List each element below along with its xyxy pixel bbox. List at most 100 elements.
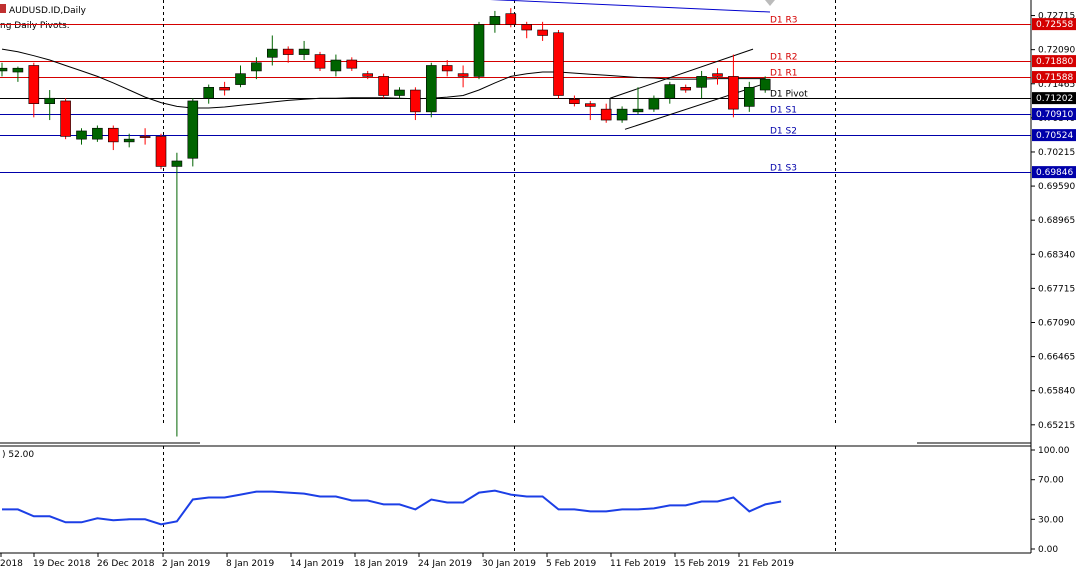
candle-body-16 bbox=[251, 62, 262, 72]
pivot-tag-label-0: 0.72558 bbox=[1036, 20, 1073, 30]
candle-body-13 bbox=[203, 87, 214, 99]
oscillator-panel: 100.00 70.00 30.00 0.00 bbox=[2, 446, 1070, 555]
candle-body-20 bbox=[314, 54, 326, 69]
osc-tick-label-3: 0.00 bbox=[1038, 545, 1058, 555]
candle-body-10 bbox=[155, 136, 167, 167]
candle-body-4 bbox=[60, 100, 71, 137]
date-label-5: 14 Jan 2019 bbox=[290, 559, 344, 569]
candle-body-43 bbox=[680, 87, 692, 91]
price-tick-label-11: 0.65840 bbox=[1038, 387, 1075, 397]
pivot-label-4: D1 S1 bbox=[770, 106, 797, 116]
date-separators bbox=[163, 0, 836, 553]
candle-body-32 bbox=[505, 13, 517, 25]
date-label-8: 30 Jan 2019 bbox=[482, 559, 536, 569]
candle-body-45 bbox=[712, 73, 723, 77]
candle-body-11 bbox=[171, 160, 183, 167]
candle-body-29 bbox=[457, 73, 469, 77]
candle-body-37 bbox=[584, 103, 596, 107]
candle-body-3 bbox=[44, 97, 56, 104]
candle-body-46 bbox=[728, 76, 739, 110]
pivot-label-5: D1 S2 bbox=[770, 127, 797, 137]
price-tick-label-8: 0.67715 bbox=[1038, 284, 1075, 294]
indicator-name: ng Daily Pivots. bbox=[0, 21, 70, 31]
price-tick-label-10: 0.66465 bbox=[1038, 353, 1075, 363]
candle-body-33 bbox=[521, 24, 533, 31]
pivot-tag-label-5: 0.70524 bbox=[1036, 131, 1073, 141]
date-label-1: 19 Dec 2018 bbox=[33, 559, 91, 569]
candle-body-17 bbox=[266, 48, 278, 58]
downtrend-line bbox=[490, 0, 771, 13]
candle-body-6 bbox=[92, 127, 103, 140]
price-tick-label-2: 0.71465 bbox=[1038, 80, 1075, 90]
candle-body-24 bbox=[378, 76, 389, 96]
pivot-label-0: D1 R3 bbox=[770, 16, 798, 26]
date-axis: 2018 19 Dec 2018 26 Dec 2018 2 Jan 2019 8 Ja… bbox=[0, 553, 794, 569]
candle-body-30 bbox=[473, 24, 485, 77]
pivot-tag-bg-2 bbox=[1032, 71, 1076, 84]
price-tick-label-0: 0.72715 bbox=[1038, 12, 1075, 22]
chart-symbol-icon bbox=[0, 4, 6, 13]
date-label-4: 8 Jan 2019 bbox=[226, 559, 274, 569]
pivot-tag-bg-5 bbox=[1032, 129, 1076, 142]
candle-body-5 bbox=[76, 130, 87, 140]
candle-body-27 bbox=[425, 65, 437, 113]
pivot-tag-bg-0 bbox=[1032, 18, 1076, 31]
candle-body-39 bbox=[616, 108, 628, 121]
candle-body-35 bbox=[553, 32, 564, 96]
chart-symbol-title: AUDUSD.ID,Daily bbox=[9, 6, 87, 16]
candle-body-40 bbox=[632, 108, 644, 113]
candle-body-9 bbox=[139, 136, 151, 138]
date-label-12: 21 Feb 2019 bbox=[738, 559, 794, 569]
price-tick-label-5: 0.69590 bbox=[1038, 182, 1075, 192]
date-label-0: 2018 bbox=[0, 559, 23, 569]
candle-body-1 bbox=[12, 67, 24, 73]
candle-body-2 bbox=[28, 65, 40, 104]
date-label-9: 5 Feb 2019 bbox=[546, 559, 597, 569]
pivot-levels: D1 R3 D1 R2 D1 R1 D1 Pivot D1 S1 D1 S2 D1 S3 bbox=[0, 16, 1031, 174]
pivot-tag-label-4: 0.70910 bbox=[1036, 110, 1073, 120]
pivot-tag-label-3: 0.71202 bbox=[1036, 94, 1073, 104]
price-tick-label-12: 0.65215 bbox=[1038, 421, 1075, 431]
candle-body-0 bbox=[0, 67, 8, 72]
pivot-label-6: D1 S3 bbox=[770, 164, 797, 174]
date-label-11: 15 Feb 2019 bbox=[674, 559, 730, 569]
pivot-tag-bg-6 bbox=[1032, 166, 1076, 179]
price-tick-label-9: 0.67090 bbox=[1038, 318, 1075, 328]
date-label-2: 26 Dec 2018 bbox=[97, 559, 155, 569]
candle-body-31 bbox=[489, 16, 501, 25]
candle-body-18 bbox=[282, 48, 294, 55]
candle-body-47 bbox=[743, 87, 755, 107]
pivot-tag-label-2: 0.71588 bbox=[1036, 73, 1073, 83]
candle-body-44 bbox=[696, 76, 707, 88]
candle-body-12 bbox=[187, 100, 199, 159]
date-label-6: 18 Jan 2019 bbox=[354, 559, 408, 569]
chart-frames bbox=[0, 0, 1032, 554]
candle-body-25 bbox=[394, 89, 405, 96]
price-tick-label-6: 0.68965 bbox=[1038, 216, 1075, 226]
price-tick-label-4: 0.70215 bbox=[1038, 148, 1075, 158]
pivot-label-1: D1 R2 bbox=[770, 53, 798, 63]
oscillator-label: ) 52.00 bbox=[2, 450, 34, 460]
candle-body-19 bbox=[298, 48, 310, 55]
candle-body-48 bbox=[759, 78, 771, 91]
pivot-tag-label-6: 0.69846 bbox=[1036, 168, 1073, 178]
pivot-label-2: D1 R1 bbox=[770, 69, 798, 79]
pivot-tag-bg-4 bbox=[1032, 108, 1076, 121]
date-label-3: 2 Jan 2019 bbox=[162, 559, 210, 569]
candle-body-14 bbox=[219, 87, 230, 91]
candle-body-8 bbox=[123, 138, 135, 143]
candle-body-22 bbox=[346, 59, 358, 69]
price-tick-label-7: 0.68340 bbox=[1038, 250, 1075, 260]
candle-body-28 bbox=[441, 65, 453, 72]
candle-body-7 bbox=[108, 127, 119, 143]
pivot-tag-bg-1 bbox=[1032, 55, 1076, 68]
candle-body-21 bbox=[330, 59, 342, 72]
candle-body-34 bbox=[537, 29, 548, 36]
candle-body-23 bbox=[362, 73, 374, 77]
pivot-price-tags: 0.72558 0.71880 0.71588 0.71202 0.70910 0.705… bbox=[1032, 18, 1076, 179]
osc-tick-label-2: 30.00 bbox=[1038, 515, 1064, 525]
candle-body-36 bbox=[569, 99, 580, 104]
candlestick-series bbox=[0, 8, 771, 437]
candle-body-42 bbox=[664, 84, 676, 99]
